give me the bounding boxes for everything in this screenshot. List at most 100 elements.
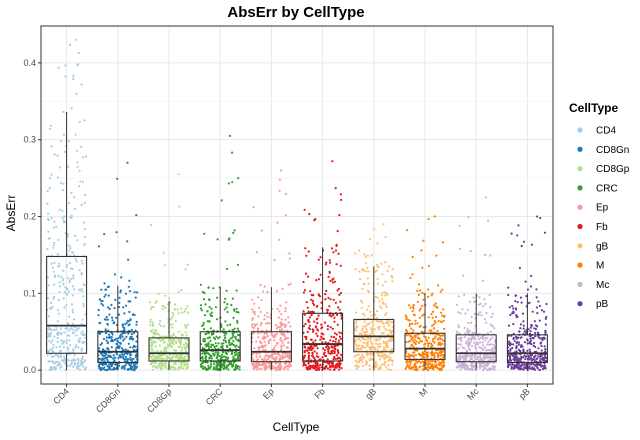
data-point	[331, 346, 334, 349]
data-point	[430, 354, 434, 357]
data-point	[455, 303, 459, 306]
data-point	[210, 343, 213, 346]
data-point	[232, 308, 236, 311]
data-point	[55, 346, 58, 349]
data-point	[467, 321, 470, 325]
data-point	[488, 293, 491, 296]
data-point	[431, 363, 434, 366]
data-point	[482, 305, 485, 308]
data-point	[48, 177, 52, 180]
data-point	[72, 74, 75, 78]
data-point	[405, 360, 408, 363]
data-point	[207, 364, 210, 367]
data-point	[64, 75, 67, 78]
data-point	[353, 340, 357, 343]
data-point	[438, 364, 441, 367]
data-point	[387, 359, 390, 362]
data-point	[221, 344, 224, 348]
data-point	[50, 341, 53, 344]
data-point	[122, 306, 125, 309]
data-point	[520, 301, 523, 304]
data-point	[433, 304, 436, 307]
data-point	[107, 285, 110, 288]
data-point	[152, 354, 155, 357]
data-point	[253, 302, 256, 305]
data-point	[413, 341, 416, 344]
data-point	[333, 280, 336, 283]
data-point	[391, 268, 394, 271]
data-point	[282, 332, 285, 335]
data-point	[480, 346, 483, 349]
data-point	[461, 364, 464, 367]
data-point	[358, 348, 361, 351]
data-point	[363, 282, 366, 285]
data-point	[53, 261, 56, 265]
data-point	[319, 338, 322, 341]
data-point-max	[177, 173, 180, 176]
data-point	[284, 355, 287, 358]
data-point	[121, 324, 124, 327]
data-point	[324, 365, 327, 369]
data-point	[339, 300, 342, 303]
data-point	[210, 311, 213, 314]
data-point	[82, 302, 85, 306]
data-point	[199, 283, 202, 286]
data-point	[466, 330, 469, 333]
data-point	[184, 341, 187, 344]
data-point	[66, 346, 69, 349]
data-point	[256, 365, 259, 368]
legend-key-gB	[577, 243, 583, 249]
data-point	[327, 296, 330, 299]
data-point	[419, 307, 422, 310]
data-point	[66, 233, 70, 236]
data-point	[61, 279, 64, 282]
data-point	[134, 296, 137, 299]
data-point	[413, 368, 416, 371]
data-point	[234, 335, 237, 338]
data-point	[129, 346, 132, 349]
data-point	[53, 335, 56, 338]
data-point	[431, 310, 435, 313]
data-point	[541, 338, 544, 342]
data-point	[410, 327, 413, 330]
data-point	[52, 246, 55, 249]
data-point	[220, 366, 223, 369]
data-point	[111, 316, 114, 319]
data-point	[463, 355, 466, 358]
data-point	[50, 355, 54, 359]
data-point	[279, 325, 282, 328]
data-point	[59, 166, 62, 169]
data-point	[81, 180, 84, 183]
data-point	[332, 364, 335, 367]
data-point	[483, 364, 486, 367]
data-point	[508, 344, 512, 347]
data-point	[532, 344, 535, 347]
box-iqr	[46, 255, 88, 354]
data-point	[81, 340, 84, 344]
data-point	[252, 366, 255, 369]
data-point	[324, 298, 327, 301]
data-point	[274, 323, 277, 327]
data-point	[412, 345, 415, 348]
box-iqr	[302, 312, 344, 362]
data-point	[464, 332, 467, 335]
data-point	[232, 316, 235, 319]
data-point	[487, 367, 490, 370]
data-point	[119, 355, 122, 358]
data-point	[384, 261, 387, 264]
data-point	[385, 291, 388, 295]
data-point	[209, 354, 212, 357]
data-point	[154, 301, 157, 304]
data-point	[307, 346, 310, 349]
data-point	[174, 349, 178, 352]
data-point	[70, 267, 73, 270]
data-point	[160, 364, 163, 367]
data-point	[56, 360, 59, 364]
data-point	[127, 285, 130, 288]
data-point	[56, 333, 60, 337]
data-point	[131, 346, 134, 349]
data-point	[283, 368, 286, 371]
data-point	[391, 276, 394, 279]
data-point	[162, 251, 165, 254]
data-point	[257, 348, 261, 351]
